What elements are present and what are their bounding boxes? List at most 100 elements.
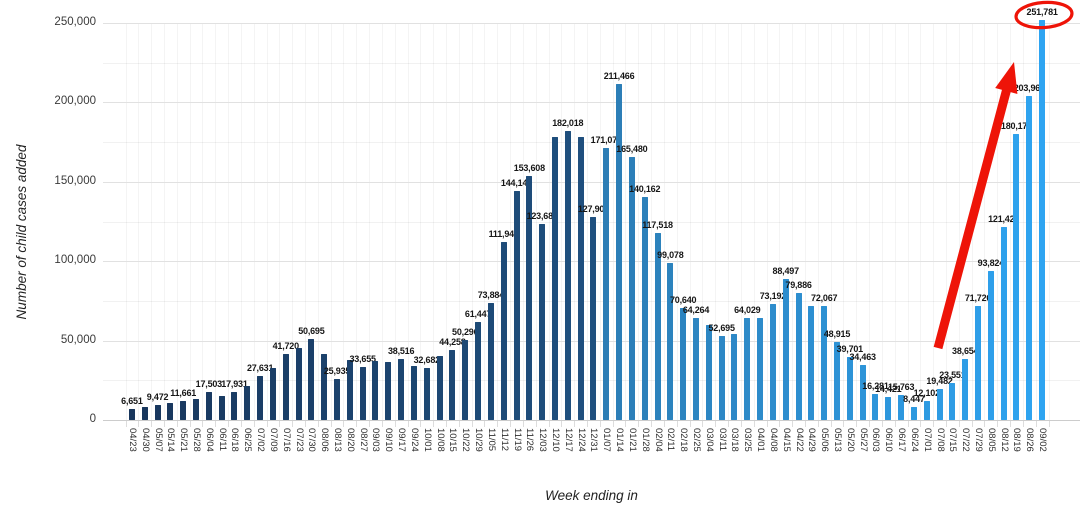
vertical-gridline	[625, 23, 627, 420]
bar	[244, 385, 251, 420]
x-tick-label: 08/20	[344, 428, 356, 452]
bar-value-label: 79,886	[785, 280, 812, 291]
x-axis-tick	[202, 420, 204, 427]
vertical-gridline	[176, 23, 178, 420]
x-tick-label: 05/28	[191, 428, 202, 452]
bar-value-label: 140,162	[629, 184, 661, 195]
x-axis-tick	[971, 420, 973, 427]
x-tick-label: 02/18	[678, 428, 690, 452]
x-tick-label: 01/21	[626, 428, 638, 452]
x-tick-label: 04/22	[793, 428, 805, 452]
bar	[372, 361, 379, 420]
y-tick-label: 0	[89, 413, 96, 425]
x-tick-label: 09/02	[1037, 428, 1049, 452]
bar-value-label: 73,192	[759, 290, 787, 301]
bar-value-label: 211,466	[603, 71, 635, 82]
x-tick-label: 04/23	[126, 428, 138, 452]
bar	[423, 368, 430, 420]
x-axis-tick	[740, 420, 742, 427]
vertical-gridline	[856, 23, 858, 420]
x-tick-label: 09/03	[370, 428, 382, 452]
x-tick-label: 07/22	[960, 428, 972, 452]
bar-value-label: 25,935	[323, 365, 351, 376]
x-axis-tick	[240, 420, 242, 427]
bar	[205, 392, 212, 420]
bar	[436, 356, 443, 420]
x-tick-label: 04/08	[767, 428, 779, 452]
x-tick-label: 05/14	[165, 428, 177, 452]
bar	[295, 347, 302, 420]
x-tick-label: 06/18	[229, 428, 241, 452]
bar-value-label: 153,608	[513, 163, 545, 174]
x-axis-tick	[689, 420, 691, 427]
x-tick-label: 09/17	[396, 428, 408, 452]
vertical-gridline	[933, 23, 935, 420]
x-axis-tick	[330, 420, 332, 427]
vertical-gridline	[792, 23, 794, 420]
x-tick-label: 07/23	[293, 428, 305, 452]
x-axis-title: Week ending in	[545, 488, 638, 503]
x-tick-label: 03/04	[703, 428, 715, 452]
x-axis-tick	[920, 420, 922, 427]
x-tick-label: 07/15	[947, 428, 959, 452]
vertical-gridline	[715, 23, 717, 420]
x-tick-label: 12/24	[575, 428, 587, 452]
bar-value-label: 38,654	[952, 345, 979, 356]
vertical-gridline	[766, 23, 768, 420]
x-axis-tick	[1022, 420, 1024, 427]
bar-value-label: 17,931	[221, 378, 248, 389]
x-tick-label: 10/08	[434, 428, 446, 452]
bar-value-label: 33,655	[349, 353, 376, 364]
bar-value-label: 171,079	[590, 135, 622, 146]
bar-value-label: 48,915	[823, 329, 851, 340]
x-tick-label: 03/25	[742, 428, 754, 452]
vertical-gridline	[240, 23, 242, 420]
bar	[987, 271, 994, 420]
x-axis-tick	[356, 420, 358, 427]
vertical-gridline	[574, 23, 576, 420]
y-tick-label: 150,000	[54, 174, 96, 187]
vertical-gridline	[907, 23, 909, 420]
x-axis-tick	[458, 420, 460, 427]
x-axis-tick	[997, 420, 999, 427]
x-axis-tick	[279, 420, 281, 427]
bar	[603, 148, 610, 420]
x-tick-label: 10/22	[460, 428, 472, 452]
bar	[1026, 96, 1033, 420]
bar	[385, 362, 392, 420]
bar	[257, 376, 264, 420]
x-axis-tick	[215, 420, 217, 427]
x-axis-tick	[869, 420, 871, 427]
x-tick-label: 07/16	[280, 428, 292, 452]
x-axis-tick	[663, 420, 665, 427]
bar-value-label: 182,018	[552, 117, 584, 128]
x-tick-label: 08/26	[1024, 428, 1036, 452]
vertical-gridline	[945, 23, 947, 420]
bar	[923, 400, 930, 420]
x-tick-label: 04/29	[806, 428, 818, 452]
x-tick-label: 10/01	[421, 428, 433, 452]
vertical-gridline	[330, 23, 332, 420]
bar	[218, 396, 225, 420]
bar	[1013, 133, 1020, 420]
x-axis-tick	[189, 420, 191, 427]
bar-value-label: 117,518	[642, 220, 673, 231]
x-tick-label: 07/09	[267, 428, 279, 452]
x-axis-tick	[728, 420, 730, 427]
x-tick-label: 10/29	[473, 428, 485, 452]
x-tick-label: 05/06	[819, 428, 831, 452]
bar	[308, 339, 315, 420]
vertical-gridline	[843, 23, 845, 420]
x-tick-label: 06/10	[883, 428, 895, 452]
bar	[590, 216, 597, 420]
vertical-gridline	[702, 23, 704, 420]
bar-value-label: 8,447	[903, 393, 925, 404]
x-tick-label: 04/01	[755, 428, 767, 452]
bar	[872, 394, 879, 420]
bar	[616, 84, 623, 420]
vertical-gridline	[958, 23, 960, 420]
bar-value-label: 70,640	[669, 294, 697, 305]
bar	[513, 191, 520, 420]
vertical-gridline	[189, 23, 191, 420]
x-axis-tick	[446, 420, 447, 427]
